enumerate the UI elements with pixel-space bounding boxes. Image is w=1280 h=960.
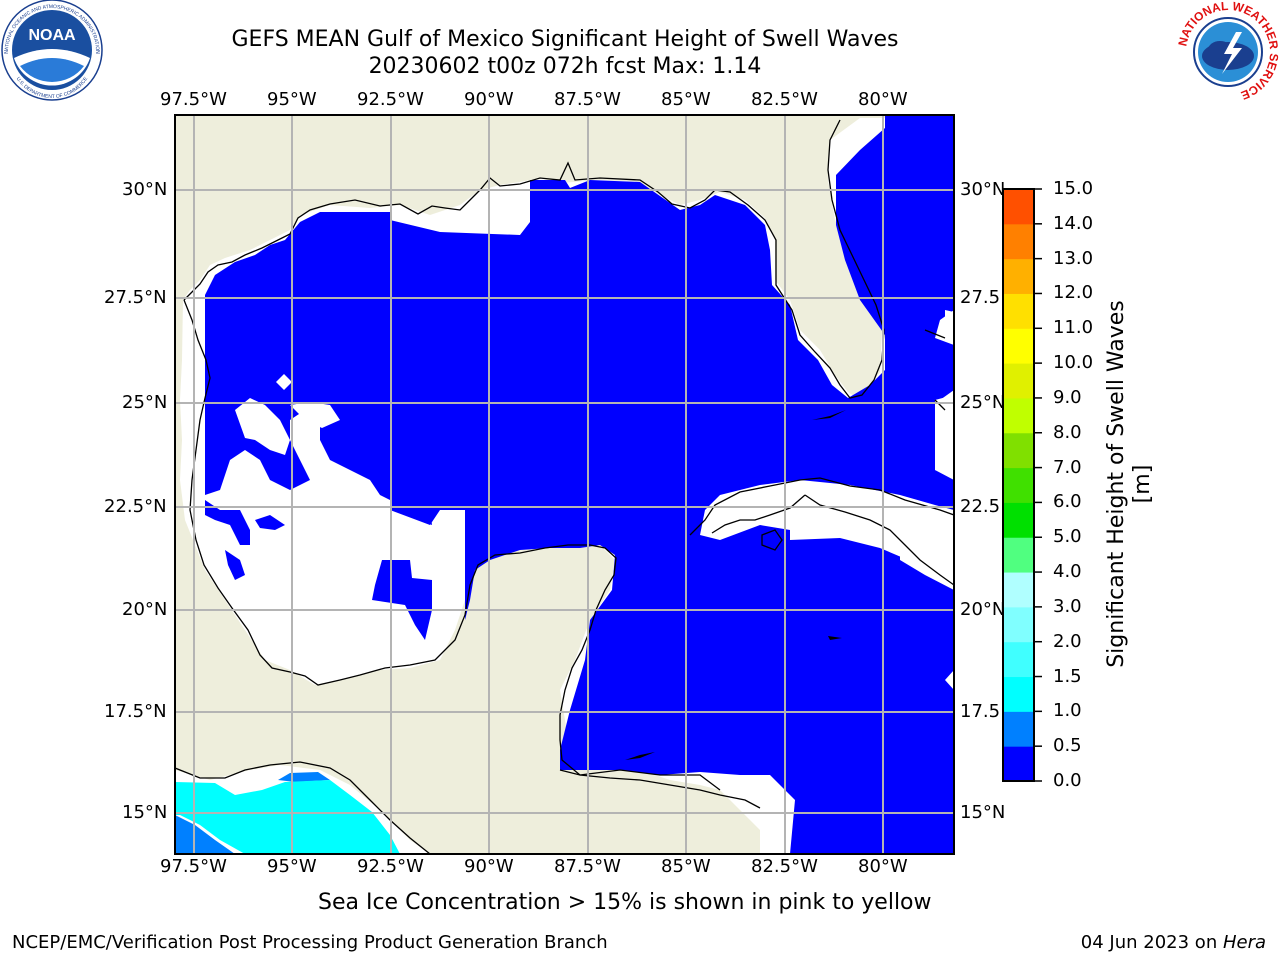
colorbar-tick-label: 12.0 xyxy=(1053,282,1094,304)
footer-date: 04 Jun 2023 on Hera xyxy=(1080,932,1266,953)
colorbar-segment xyxy=(1003,363,1034,399)
colorbar-segment xyxy=(1003,572,1034,608)
colorbar-tick-label: 1.5 xyxy=(1053,665,1082,687)
lon-label-bottom: 92.5°W xyxy=(357,856,424,877)
lon-label-bottom: 97.5°W xyxy=(160,856,227,877)
colorbar-tick-label: 9.0 xyxy=(1053,386,1082,408)
colorbar-segment xyxy=(1003,397,1034,434)
colorbar-segment xyxy=(1003,432,1034,469)
coastline-honduras xyxy=(559,769,721,791)
lat-label-right: 30°N xyxy=(960,179,1006,200)
colorbar-tick-label: 5.0 xyxy=(1053,526,1082,548)
colorbar-segment xyxy=(1003,537,1034,573)
lon-label-top: 87.5°W xyxy=(554,89,621,110)
lat-label-left: 20°N xyxy=(122,599,168,620)
lon-label-bottom: 95°W xyxy=(267,856,317,877)
colorbar-segment xyxy=(1003,711,1034,747)
lon-label-bottom: 85°W xyxy=(661,856,711,877)
lat-label-right: 15°N xyxy=(960,802,1006,823)
lon-label-top: 80°W xyxy=(858,89,908,110)
lon-label-top: 95°W xyxy=(267,89,317,110)
pacific-swell-blue xyxy=(175,815,235,854)
pacific-swell-cyan xyxy=(175,780,400,854)
lat-label-left: 25°N xyxy=(122,392,168,413)
colorbar-segment xyxy=(1003,258,1034,294)
colorbar-segments xyxy=(1003,189,1034,782)
coastline-isla-juventud xyxy=(761,529,783,551)
colorbar-segment xyxy=(1003,467,1034,503)
lat-label-right: 25°N xyxy=(960,392,1006,413)
lat-label-left: 22.5°N xyxy=(104,496,167,517)
colorbar-segment xyxy=(1003,606,1034,643)
colorbar-tick-label: 2.0 xyxy=(1053,630,1082,652)
map-title: GEFS MEAN Gulf of Mexico Significant Hei… xyxy=(231,27,899,52)
coastline-central-america-pacific xyxy=(175,761,431,854)
footer-host: Hera xyxy=(1222,932,1266,953)
colorbar-tick-label: 8.0 xyxy=(1053,421,1082,443)
lat-label-right: 27.5 xyxy=(960,287,1001,308)
colorbar xyxy=(1002,188,1042,782)
lon-label-top: 90°W xyxy=(464,89,514,110)
lat-label-right: 20°N xyxy=(960,599,1006,620)
lon-label-top: 92.5°W xyxy=(357,89,424,110)
colorbar-tick-label: 6.0 xyxy=(1053,491,1082,513)
colorbar-segment xyxy=(1003,502,1034,538)
lat-label-right: 22.5 xyxy=(960,496,1001,517)
colorbar-tick-label: 13.0 xyxy=(1053,247,1094,269)
footer-credit: NCEP/EMC/Verification Post Processing Pr… xyxy=(12,932,608,953)
lat-label-left: 15°N xyxy=(122,802,168,823)
colorbar-segment xyxy=(1003,328,1034,364)
coastline-bahamas xyxy=(924,329,946,411)
colorbar-tick-label: 3.0 xyxy=(1053,595,1082,617)
colorbar-tick-label: 15.0 xyxy=(1053,178,1094,199)
colorbar-tick-label: 14.0 xyxy=(1053,212,1094,234)
colorbar-segment xyxy=(1003,189,1034,225)
noaa-logo: NOAA NATIONAL OCEANIC AND ATMOSPHERIC AD… xyxy=(1,0,103,101)
map-frame xyxy=(174,114,955,855)
lon-label-bottom: 87.5°W xyxy=(554,856,621,877)
lon-label-top: 85°W xyxy=(661,89,711,110)
lon-label-top: 82.5°W xyxy=(751,89,818,110)
colorbar-tick-label: 0.5 xyxy=(1053,735,1082,757)
colorbar-segment xyxy=(1003,746,1034,782)
colorbar-tick-label: 0.0 xyxy=(1053,770,1082,791)
coastline-mexico xyxy=(183,299,761,809)
colorbar-tick-label: 10.0 xyxy=(1053,352,1094,374)
lat-label-left: 17.5°N xyxy=(104,701,167,722)
noaa-logo-text: NOAA xyxy=(28,27,76,44)
lat-label-right: 17.5 xyxy=(960,701,1001,722)
colorbar-tick-label: 1.0 xyxy=(1053,700,1082,722)
lat-label-left: 27.5°N xyxy=(104,287,167,308)
colorbar-tick-label: 11.0 xyxy=(1053,317,1094,339)
colorbar-segment xyxy=(1003,676,1034,712)
colorbar-tick-label: 4.0 xyxy=(1053,561,1082,583)
nws-logo: NATIONAL WEATHER SERVICE xyxy=(1176,0,1280,103)
lat-label-left: 30°N xyxy=(122,179,168,200)
sea-ice-note: Sea Ice Concentration > 15% is shown in … xyxy=(318,890,932,915)
colorbar-label: Significant Height of Swell Waves [m] xyxy=(1104,300,1155,668)
colorbar-segment xyxy=(1003,641,1034,678)
lon-label-bottom: 82.5°W xyxy=(751,856,818,877)
map-subtitle: 20230602 t00z 072h fcst Max: 1.14 xyxy=(368,54,762,79)
colorbar-tick-label: 7.0 xyxy=(1053,456,1082,478)
colorbar-segment xyxy=(1003,223,1034,260)
lon-label-bottom: 90°W xyxy=(464,856,514,877)
colorbar-segment xyxy=(1003,293,1034,329)
swell-region-gulf xyxy=(205,115,954,854)
lon-label-bottom: 80°W xyxy=(858,856,908,877)
coastline-us-gulf xyxy=(183,119,885,399)
lon-label-top: 97.5°W xyxy=(160,89,227,110)
graticule xyxy=(175,115,954,854)
